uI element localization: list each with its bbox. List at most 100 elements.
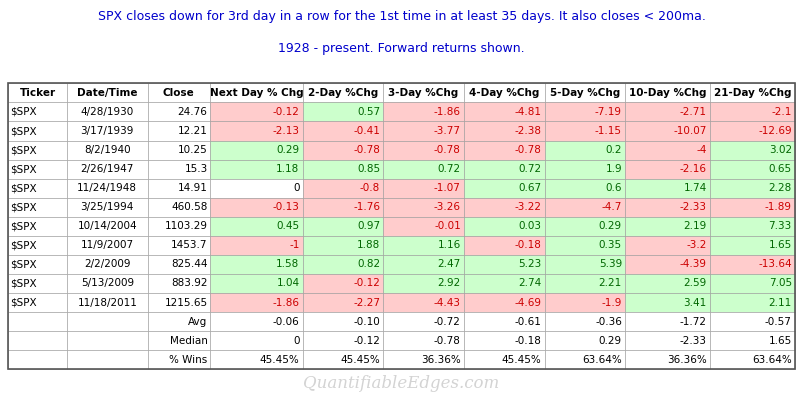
Text: -1.76: -1.76 [353, 202, 379, 212]
Bar [148, 179, 209, 198]
Bar [148, 331, 209, 350]
Text: 11/18/2011: 11/18/2011 [77, 297, 137, 308]
Text: -12.69: -12.69 [757, 126, 791, 136]
Bar [544, 312, 624, 331]
Text: 1.74: 1.74 [683, 183, 706, 193]
Text: 3.41: 3.41 [683, 297, 706, 308]
Text: Median: Median [169, 335, 208, 346]
Bar [383, 312, 464, 331]
Bar [148, 293, 209, 312]
Text: -0.36: -0.36 [594, 316, 622, 327]
Text: 0: 0 [293, 335, 299, 346]
Text: 1.18: 1.18 [276, 164, 299, 174]
Text: -4.7: -4.7 [601, 202, 622, 212]
Bar [624, 217, 709, 236]
Bar [8, 121, 67, 141]
Text: 10/14/2004: 10/14/2004 [77, 221, 137, 231]
Bar [8, 293, 67, 312]
Text: -0.06: -0.06 [273, 316, 299, 327]
Text: 0.57: 0.57 [357, 107, 379, 117]
Bar [709, 179, 794, 198]
Bar [383, 179, 464, 198]
Text: -0.18: -0.18 [514, 240, 541, 251]
Text: 45.45%: 45.45% [340, 355, 379, 365]
Text: -0.78: -0.78 [514, 145, 541, 155]
Bar [209, 274, 302, 293]
Text: 36.36%: 36.36% [666, 355, 706, 365]
Text: -1.15: -1.15 [594, 126, 622, 136]
Text: -3.77: -3.77 [433, 126, 460, 136]
Text: -7.19: -7.19 [594, 107, 622, 117]
Text: $SPX: $SPX [10, 126, 37, 136]
Text: 0.72: 0.72 [437, 164, 460, 174]
Bar [148, 160, 209, 179]
Bar [148, 350, 209, 369]
Text: 2.74: 2.74 [517, 278, 541, 289]
Bar [148, 141, 209, 160]
Text: -10.07: -10.07 [673, 126, 706, 136]
Text: 63.64%: 63.64% [751, 355, 791, 365]
Text: $SPX: $SPX [10, 164, 37, 174]
Bar [8, 160, 67, 179]
Bar [464, 312, 544, 331]
Text: 0.29: 0.29 [598, 335, 622, 346]
Text: 5.23: 5.23 [517, 259, 541, 270]
Bar [8, 217, 67, 236]
Text: -0.12: -0.12 [353, 278, 379, 289]
Text: -1.72: -1.72 [679, 316, 706, 327]
Text: 45.45%: 45.45% [501, 355, 541, 365]
Text: -1.07: -1.07 [433, 183, 460, 193]
Text: 36.36%: 36.36% [420, 355, 460, 365]
Bar [464, 236, 544, 255]
Bar [302, 83, 383, 102]
Bar [624, 255, 709, 274]
Bar [464, 274, 544, 293]
Bar [8, 350, 67, 369]
Text: $SPX: $SPX [10, 202, 37, 212]
Text: -2.33: -2.33 [679, 202, 706, 212]
Bar [209, 350, 302, 369]
Bar [148, 236, 209, 255]
Bar [709, 141, 794, 160]
Bar [209, 217, 302, 236]
Bar [67, 331, 148, 350]
Bar [67, 102, 148, 121]
Bar [8, 141, 67, 160]
Bar [709, 83, 794, 102]
Bar [148, 102, 209, 121]
Bar [464, 160, 544, 179]
Bar [464, 121, 544, 141]
Bar [67, 141, 148, 160]
Text: -4.81: -4.81 [514, 107, 541, 117]
Text: 21-Day %Chg: 21-Day %Chg [713, 88, 790, 98]
Text: 2.59: 2.59 [683, 278, 706, 289]
Bar [709, 293, 794, 312]
Bar [67, 83, 148, 102]
Text: Date/Time: Date/Time [77, 88, 137, 98]
Text: 3/25/1994: 3/25/1994 [80, 202, 134, 212]
Bar [302, 274, 383, 293]
Bar [709, 217, 794, 236]
Text: 3/17/1939: 3/17/1939 [80, 126, 134, 136]
Text: -0.72: -0.72 [433, 316, 460, 327]
Bar [8, 255, 67, 274]
Bar [383, 293, 464, 312]
Bar [624, 350, 709, 369]
Bar [544, 121, 624, 141]
Bar [464, 350, 544, 369]
Bar [8, 274, 67, 293]
Bar [148, 274, 209, 293]
Bar [464, 83, 544, 102]
Text: 2-Day %Chg: 2-Day %Chg [307, 88, 378, 98]
Bar [383, 121, 464, 141]
Text: 0.6: 0.6 [605, 183, 622, 193]
Bar [624, 198, 709, 217]
Bar [209, 160, 302, 179]
Bar [67, 236, 148, 255]
Bar [383, 198, 464, 217]
Text: 45.45%: 45.45% [260, 355, 299, 365]
Text: -2.38: -2.38 [514, 126, 541, 136]
Bar [67, 255, 148, 274]
Bar [383, 236, 464, 255]
Text: 0.67: 0.67 [517, 183, 541, 193]
